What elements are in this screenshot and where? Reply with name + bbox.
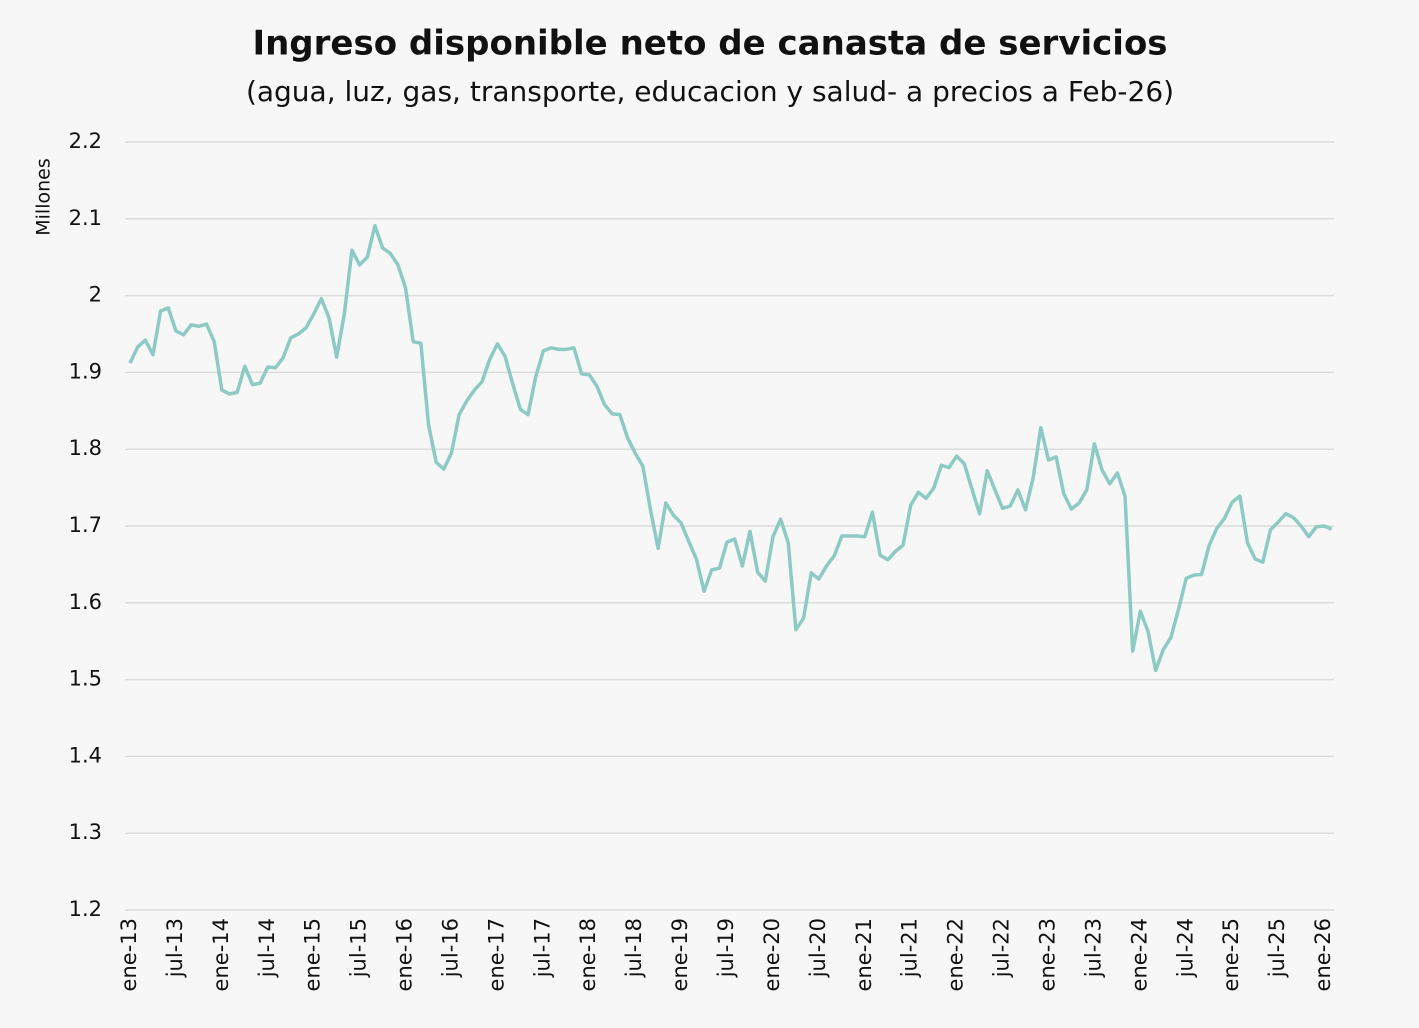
y-tick-label: 2.1: [69, 206, 102, 230]
x-tick-label: ene-15: [301, 918, 325, 991]
x-tick-label: ene-25: [1219, 918, 1243, 991]
x-tick-label: ene-26: [1311, 918, 1335, 991]
x-tick-label: ene-20: [760, 918, 784, 991]
y-tick-label: 2: [89, 283, 102, 307]
x-tick-label: ene-16: [393, 918, 417, 991]
x-tick-label: jul-18: [622, 918, 646, 978]
y-tick-label: 2.2: [69, 129, 102, 153]
y-tick-label: 1.2: [69, 897, 102, 921]
y-tick-label: 1.6: [69, 590, 102, 614]
x-tick-label: jul-23: [1081, 918, 1105, 978]
y-tick-label: 1.4: [69, 743, 102, 767]
x-tick-label: ene-13: [117, 918, 141, 991]
x-tick-label: jul-21: [898, 918, 922, 978]
line: [128, 223, 1333, 673]
x-tick-label: jul-25: [1265, 918, 1289, 978]
x-tick-label: jul-13: [163, 918, 187, 978]
x-tick-label: ene-23: [1035, 918, 1059, 991]
x-tick-label: ene-14: [209, 918, 233, 991]
y-tick-label: 1.9: [69, 359, 102, 383]
x-tick-label: ene-19: [668, 918, 692, 991]
y-tick-label: 1.7: [69, 513, 102, 537]
x-tick-label: jul-16: [438, 918, 462, 978]
x-tick-label: jul-19: [714, 918, 738, 978]
x-tick-label: ene-22: [944, 918, 968, 991]
x-tick-label: jul-17: [530, 918, 554, 978]
x-tick-label: jul-24: [1173, 918, 1197, 978]
x-tick-label: ene-17: [484, 918, 508, 991]
x-tick-label: jul-20: [806, 918, 830, 978]
chart-subtitle: (agua, luz, gas, transporte, educacion y…: [246, 75, 1174, 108]
chart-title: Ingreso disponible neto de canasta de se…: [252, 24, 1167, 64]
x-tick-label: ene-18: [576, 918, 600, 991]
x-tick-label: jul-22: [990, 918, 1014, 978]
x-tick-label: ene-21: [852, 918, 876, 991]
y-tick-label: 1.3: [69, 820, 102, 844]
x-tick-label: jul-14: [255, 918, 279, 978]
x-tick-label: ene-24: [1127, 918, 1151, 991]
y-axis-label: Millones: [33, 158, 55, 235]
y-tick-label: 1.5: [69, 667, 102, 691]
y-tick-label: 1.8: [69, 436, 102, 460]
x-tick-label: jul-15: [347, 918, 371, 978]
